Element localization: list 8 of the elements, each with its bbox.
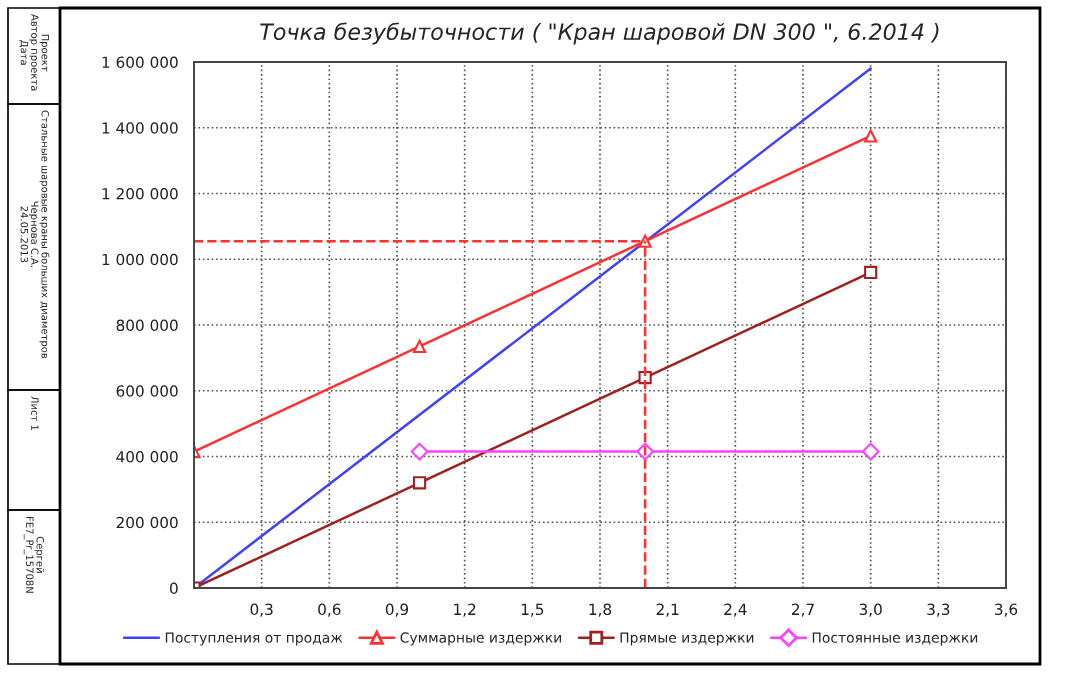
point bbox=[412, 339, 427, 353]
point bbox=[412, 476, 427, 490]
point bbox=[864, 129, 878, 143]
point bbox=[861, 442, 880, 461]
point bbox=[410, 442, 429, 461]
chart-title: Точка безубыточности ( "Кран шаровой DN 300 ", 6.2014 ) bbox=[260, 22, 939, 45]
point bbox=[864, 265, 878, 279]
point bbox=[638, 234, 652, 248]
